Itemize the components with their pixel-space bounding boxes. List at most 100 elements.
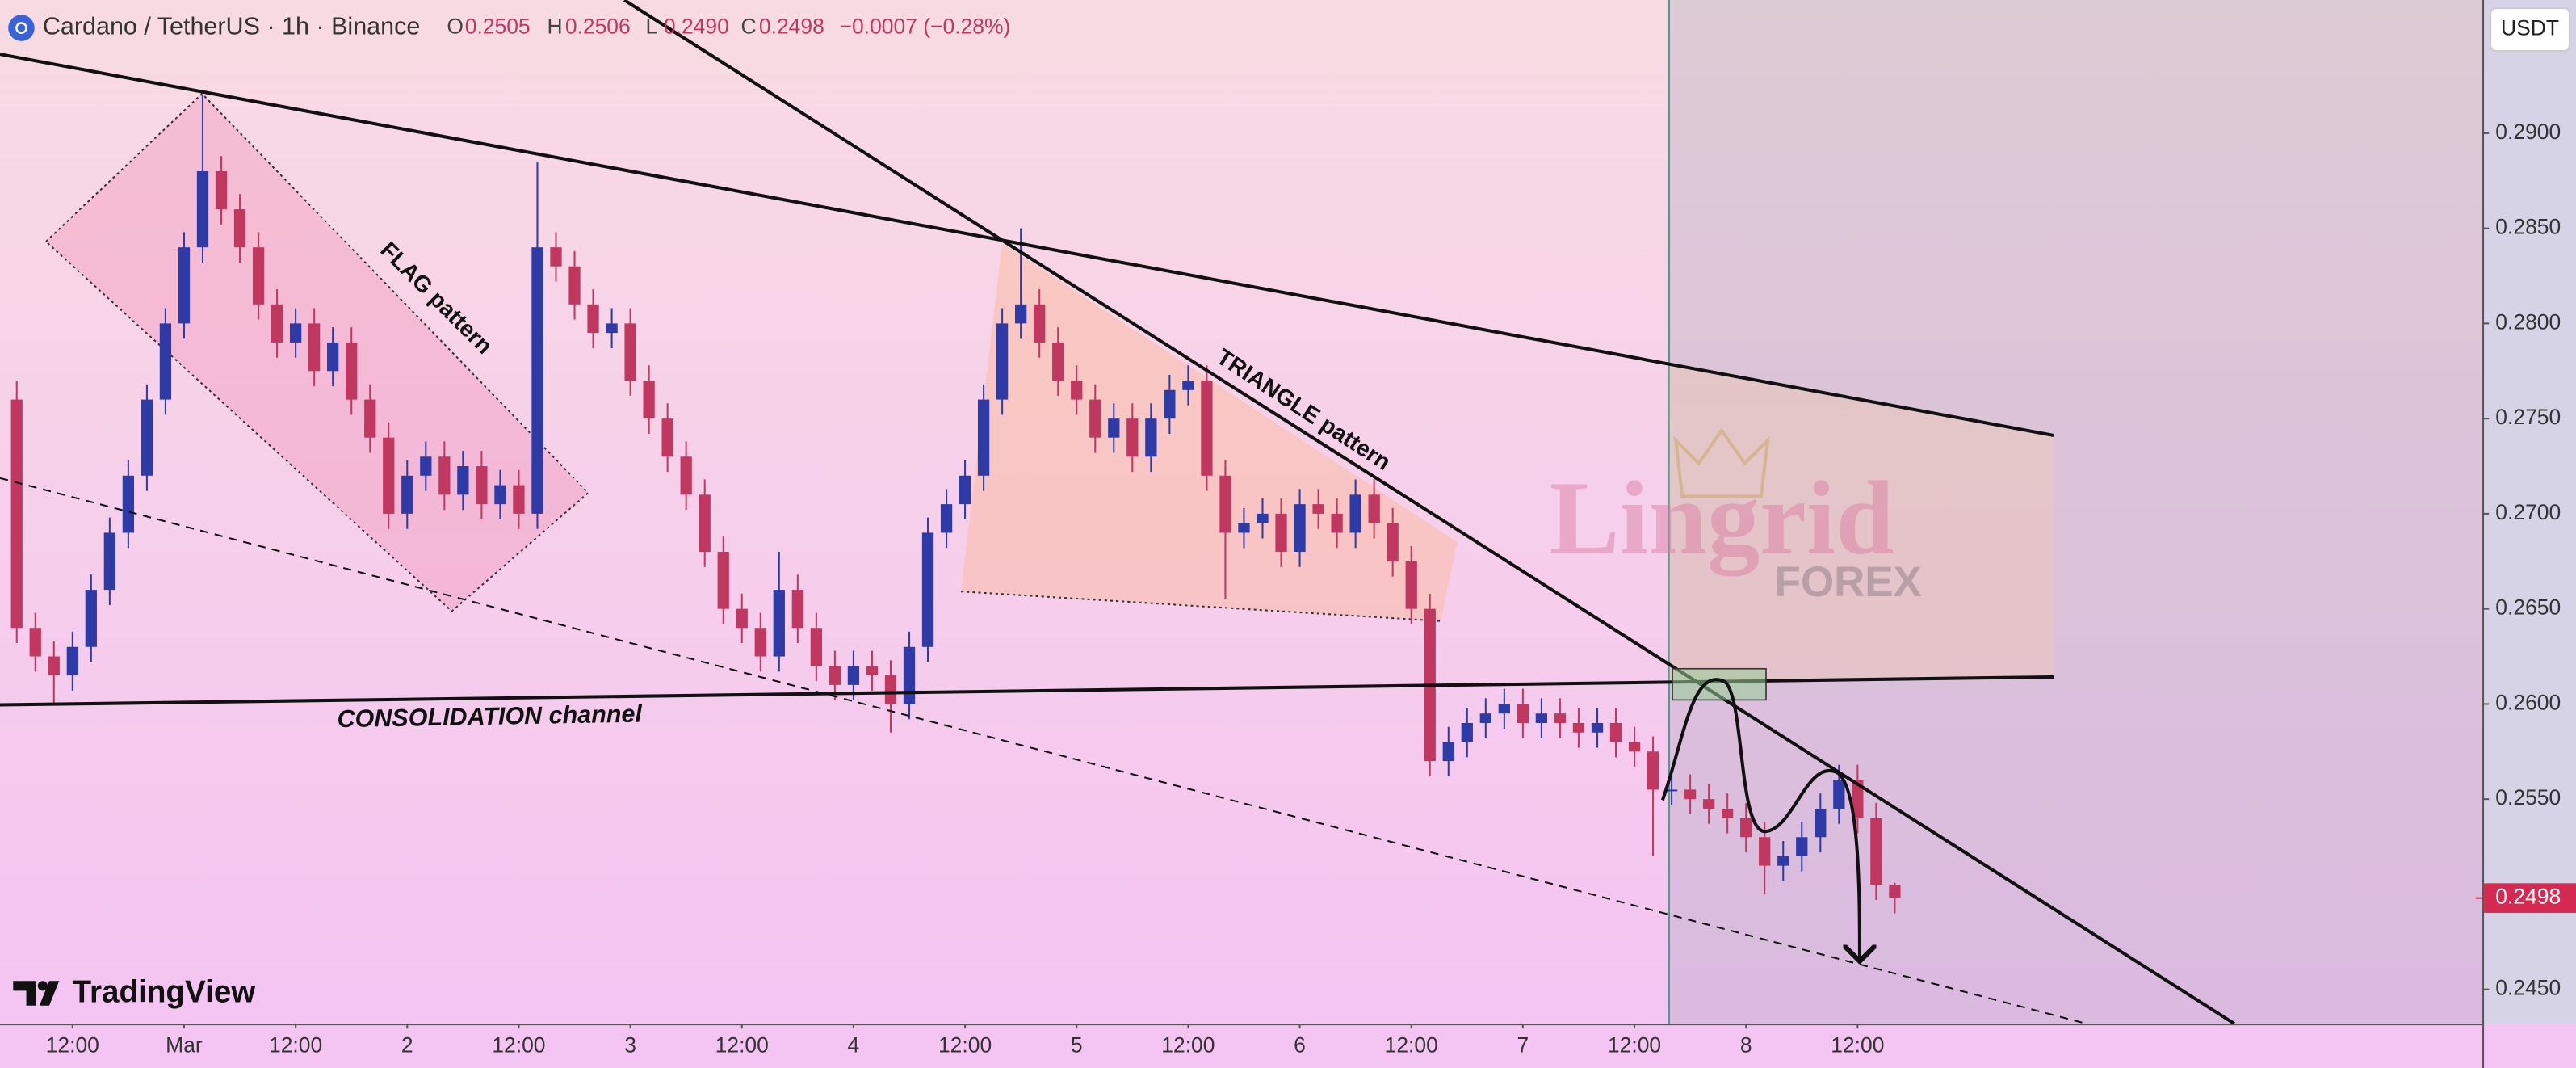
candle-body — [196, 170, 209, 248]
candle-body — [1889, 885, 1901, 898]
last-price-tag — [2484, 883, 2576, 913]
candle-body — [1219, 475, 1231, 533]
candle-body — [1052, 342, 1064, 381]
candle-body — [996, 323, 1009, 400]
candle-body — [810, 628, 823, 666]
candle-body — [1554, 713, 1567, 723]
header: Cardano / TetherUS · 1h · Binance — [8, 13, 420, 41]
projection-path — [1660, 678, 1860, 961]
x-tick-label: 6 — [1294, 1033, 1306, 1057]
candle-body — [866, 666, 879, 676]
y-tick-label: 0.2850 — [2495, 215, 2561, 239]
candle-body — [1517, 704, 1529, 723]
legend-value: 0.2498 — [759, 15, 824, 39]
candle-body — [494, 485, 506, 505]
candle-body — [1870, 818, 1882, 885]
candle-body — [1461, 722, 1473, 742]
watermark: Lingrid FOREX — [1550, 427, 1922, 606]
candle-body — [457, 466, 469, 495]
candle-body — [1405, 561, 1417, 609]
candle-body — [643, 381, 655, 419]
candle-body — [215, 170, 228, 210]
candle-body — [1740, 818, 1752, 838]
candle-body — [1387, 523, 1399, 561]
candle-body — [1294, 504, 1306, 553]
x-tick-label: 4 — [848, 1033, 860, 1057]
y-tick-label: 0.2900 — [2495, 120, 2561, 144]
y-tick-label: 0.2450 — [2495, 976, 2561, 1000]
candle-body — [513, 485, 525, 514]
candle-body — [829, 666, 841, 685]
legend-key: C — [741, 15, 757, 39]
legend-key: O — [447, 15, 464, 39]
candle-body — [141, 399, 153, 476]
x-tick-label: 12:00 — [269, 1033, 322, 1057]
descending-trendline — [623, 0, 2235, 1025]
candle-body — [680, 456, 692, 495]
candle-body — [1257, 513, 1269, 523]
candle-body — [773, 590, 785, 657]
candle-body — [717, 552, 729, 609]
candle-body — [85, 590, 97, 647]
candle-body — [1015, 304, 1027, 324]
candle-body — [271, 304, 283, 343]
x-tick-label: 5 — [1071, 1033, 1083, 1057]
logo-icon — [13, 981, 60, 1006]
candle-body — [1108, 418, 1120, 438]
watermark-subtext: FOREX — [1775, 558, 1922, 606]
y-tick-label: 0.2750 — [2495, 405, 2561, 429]
candle-body — [1164, 389, 1176, 419]
y-tick-label: 0.2800 — [2495, 309, 2561, 334]
candle-body — [940, 504, 953, 533]
x-tick-label: 8 — [1740, 1033, 1752, 1057]
candle-body — [420, 456, 432, 476]
candle-body — [29, 628, 41, 657]
candle-body — [327, 342, 339, 372]
y-tick-label: 0.2600 — [2495, 690, 2561, 714]
candle-body — [903, 646, 916, 704]
y-tick-label: 0.2650 — [2495, 595, 2561, 620]
y-tick-label: 0.2700 — [2495, 500, 2561, 524]
candle-body — [550, 247, 562, 267]
candle-body — [1535, 713, 1548, 723]
candle-body — [438, 456, 451, 495]
candle-body — [233, 209, 246, 248]
candle-body — [1815, 808, 1827, 838]
legend-value: 0.2506 — [565, 15, 631, 39]
x-tick-label: 12:00 — [492, 1033, 545, 1057]
candle-body — [1145, 418, 1157, 457]
candle-body — [977, 399, 990, 476]
candle-body — [531, 247, 543, 514]
candle-body — [1089, 399, 1101, 438]
candle-body — [1201, 381, 1213, 476]
candle-body — [289, 323, 302, 343]
tradingview-logo: TradingView — [13, 975, 256, 1010]
x-tick-label: 2 — [401, 1033, 413, 1057]
candle-body — [1312, 504, 1324, 514]
candle-body — [383, 437, 395, 514]
candle-body — [1275, 513, 1287, 553]
candle-body — [1368, 494, 1380, 523]
candle-body — [1628, 742, 1641, 752]
candle-body — [401, 475, 413, 514]
x-tick-label: 12:00 — [1385, 1033, 1438, 1057]
legend-change: −0.0007 (−0.28%) — [840, 15, 1011, 39]
currency-label[interactable]: USDT — [2501, 16, 2559, 40]
candle-body — [1759, 837, 1771, 866]
candle-body — [1722, 808, 1734, 818]
candle-body — [884, 675, 897, 704]
candle-body — [1034, 304, 1046, 343]
candle-body — [48, 656, 60, 676]
candle-body — [252, 247, 265, 305]
watermark-text: Lingrid — [1550, 460, 1894, 577]
candle-body — [66, 646, 78, 676]
candle-body — [346, 342, 358, 400]
candle-body — [1479, 713, 1491, 723]
candle-body — [1609, 722, 1622, 742]
legend-key: L — [646, 15, 658, 39]
plot-background — [0, 0, 2483, 1024]
currency-box[interactable] — [2490, 7, 2570, 53]
candle-body — [1702, 799, 1715, 809]
consolidation-label: CONSOLIDATION channel — [337, 700, 642, 734]
